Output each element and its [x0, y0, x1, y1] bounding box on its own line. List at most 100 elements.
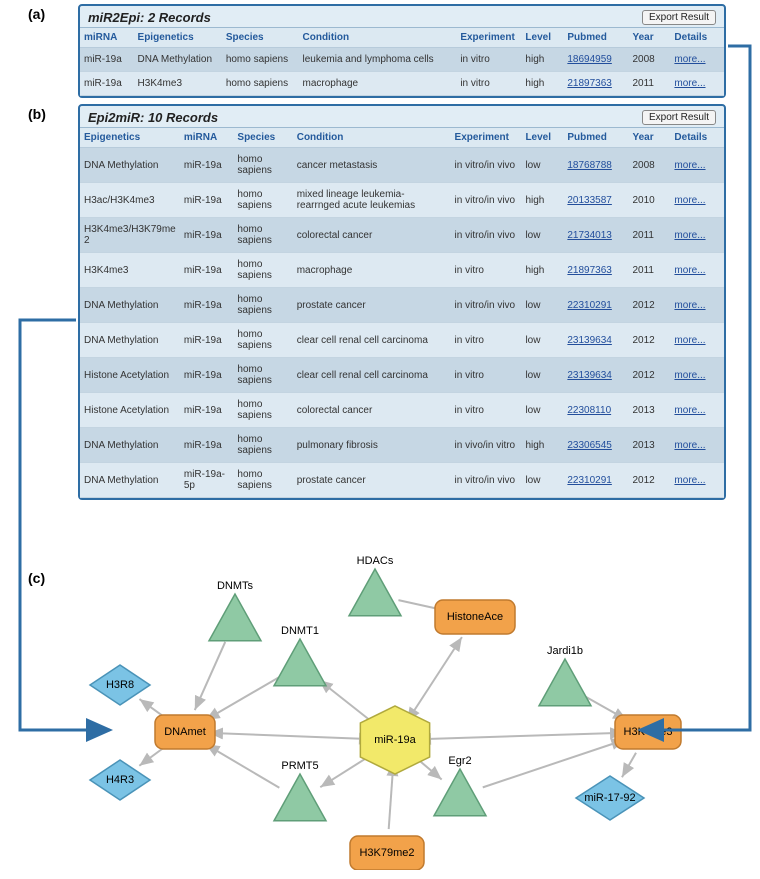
col-header: Species	[233, 128, 292, 148]
table-cell: 2008	[628, 148, 670, 183]
table-cell: DNA Methylation	[80, 148, 180, 183]
table-row: DNA MethylationmiR-19a-5phomo sapienspro…	[80, 463, 724, 498]
pubmed-link[interactable]: 20133587	[567, 195, 612, 206]
table-cell: low	[521, 218, 563, 253]
table-row: H3K4me3miR-19ahomo sapiensmacrophagein v…	[80, 253, 724, 288]
table-cell: more...	[670, 463, 724, 498]
table-cell: homo sapiens	[222, 48, 299, 72]
table-cell: in vitro/in vivo	[451, 463, 522, 498]
col-header: Experiment	[451, 128, 522, 148]
table-cell: 2012	[628, 288, 670, 323]
col-header: Level	[521, 128, 563, 148]
table-cell: miR-19a	[80, 48, 134, 72]
table-cell: colorectal cancer	[293, 218, 451, 253]
table-cell: 22310291	[563, 463, 628, 498]
panel-label-b: (b)	[28, 106, 46, 122]
col-header: Details	[670, 28, 724, 48]
table-cell: miR-19a	[180, 148, 234, 183]
col-header: Epigenetics	[80, 128, 180, 148]
details-link[interactable]: more...	[674, 230, 705, 241]
table-cell: in vitro/in vivo	[451, 183, 522, 218]
details-link[interactable]: more...	[674, 54, 705, 65]
pubmed-link[interactable]: 23139634	[567, 335, 612, 346]
details-link[interactable]: more...	[674, 160, 705, 171]
table-cell: homo sapiens	[233, 148, 292, 183]
details-link[interactable]: more...	[674, 475, 705, 486]
table-cell: homo sapiens	[233, 428, 292, 463]
table-row: Histone AcetylationmiR-19ahomo sapienscl…	[80, 358, 724, 393]
table-cell: low	[521, 148, 563, 183]
details-link[interactable]: more...	[674, 78, 705, 89]
table-cell: clear cell renal cell carcinoma	[293, 358, 451, 393]
edge	[195, 642, 225, 710]
pubmed-link[interactable]: 23139634	[567, 370, 612, 381]
table-row: DNA MethylationmiR-19ahomo sapiensprosta…	[80, 288, 724, 323]
table-cell: more...	[670, 183, 724, 218]
table-row: DNA MethylationmiR-19ahomo sapienscancer…	[80, 148, 724, 183]
edge	[209, 733, 371, 739]
table-cell: miR-19a	[180, 428, 234, 463]
export-result-button[interactable]: Export Result	[642, 110, 716, 125]
table-cell: more...	[670, 72, 724, 96]
table-cell: high	[521, 428, 563, 463]
table-cell: H3K4me3	[134, 72, 222, 96]
details-link[interactable]: more...	[674, 300, 705, 311]
node-square	[350, 836, 424, 870]
col-header: Experiment	[456, 28, 521, 48]
table-cell: miR-19a	[80, 72, 134, 96]
pubmed-link[interactable]: 18694959	[567, 54, 612, 65]
table-cell: in vitro	[451, 393, 522, 428]
pubmed-link[interactable]: 22310291	[567, 475, 612, 486]
network-diagram: miR-19aDNAmetHistoneAceH3K4me3H3K79me2DN…	[60, 540, 710, 870]
details-link[interactable]: more...	[674, 335, 705, 346]
table-row: H3K4me3/H3K79me2miR-19ahomo sapienscolor…	[80, 218, 724, 253]
table-row: DNA MethylationmiR-19ahomo sapienspulmon…	[80, 428, 724, 463]
table-cell: low	[521, 323, 563, 358]
pubmed-link[interactable]: 21734013	[567, 230, 612, 241]
col-header: miRNA	[180, 128, 234, 148]
panel-a-card: miR2Epi: 2 Records Export Result miRNAEp…	[78, 4, 726, 98]
table-cell: in vitro	[451, 358, 522, 393]
table-row: H3ac/H3K4me3miR-19ahomo sapiensmixed lin…	[80, 183, 724, 218]
table-cell: miR-19a-5p	[180, 463, 234, 498]
pubmed-link[interactable]: 22310291	[567, 300, 612, 311]
table-cell: 23306545	[563, 428, 628, 463]
table-row: DNA MethylationmiR-19ahomo sapiensclear …	[80, 323, 724, 358]
table-cell: high	[521, 48, 563, 72]
details-link[interactable]: more...	[674, 370, 705, 381]
col-header: Level	[521, 28, 563, 48]
col-header: Pubmed	[563, 128, 628, 148]
pubmed-link[interactable]: 21897363	[567, 265, 612, 276]
table-cell: more...	[670, 358, 724, 393]
pubmed-link[interactable]: 22308110	[567, 405, 611, 416]
table-cell: homo sapiens	[233, 288, 292, 323]
details-link[interactable]: more...	[674, 195, 705, 206]
table-cell: in vitro/in vivo	[451, 288, 522, 323]
pubmed-link[interactable]: 23306545	[567, 440, 612, 451]
table-cell: more...	[670, 148, 724, 183]
panel-a-title: miR2Epi: 2 Records	[88, 10, 211, 25]
pubmed-link[interactable]: 21897363	[567, 78, 612, 89]
details-link[interactable]: more...	[674, 440, 705, 451]
pubmed-link[interactable]: 18768788	[567, 160, 612, 171]
col-header: Epigenetics	[134, 28, 222, 48]
col-header: Species	[222, 28, 299, 48]
table-cell: high	[521, 183, 563, 218]
table-cell: 2011	[628, 218, 670, 253]
table-cell: more...	[670, 218, 724, 253]
table-cell: Histone Acetylation	[80, 393, 180, 428]
details-link[interactable]: more...	[674, 265, 705, 276]
table-cell: 18694959	[563, 48, 628, 72]
table-cell: 21897363	[563, 72, 628, 96]
panel-b-table: EpigeneticsmiRNASpeciesConditionExperime…	[80, 128, 724, 498]
panel-b-card: Epi2miR: 10 Records Export Result Epigen…	[78, 104, 726, 500]
node-diamond	[90, 760, 150, 800]
export-result-button[interactable]: Export Result	[642, 10, 716, 25]
col-header: Year	[628, 28, 670, 48]
table-cell: 23139634	[563, 358, 628, 393]
table-cell: more...	[670, 48, 724, 72]
edge	[622, 753, 636, 777]
details-link[interactable]: more...	[674, 405, 705, 416]
table-cell: homo sapiens	[233, 358, 292, 393]
node-square	[615, 715, 681, 749]
